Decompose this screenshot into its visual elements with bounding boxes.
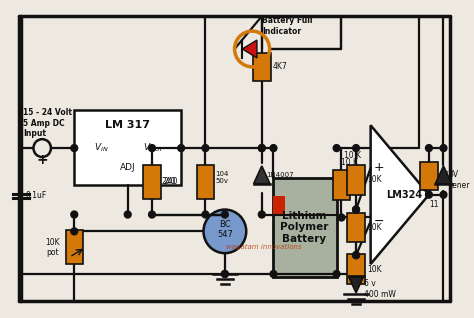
Text: 240: 240 <box>164 177 178 186</box>
Polygon shape <box>242 40 257 58</box>
Text: 104
50v: 104 50v <box>215 171 228 184</box>
Circle shape <box>338 214 345 221</box>
FancyBboxPatch shape <box>273 196 285 213</box>
Circle shape <box>124 211 131 218</box>
Text: LM324: LM324 <box>387 190 423 200</box>
Circle shape <box>333 271 340 278</box>
Circle shape <box>221 211 228 218</box>
Text: 10 K: 10 K <box>345 150 361 160</box>
Text: 10K: 10K <box>367 175 382 184</box>
FancyBboxPatch shape <box>253 53 271 81</box>
Text: 4: 4 <box>429 183 434 192</box>
Text: 1N4007: 1N4007 <box>267 172 294 178</box>
FancyBboxPatch shape <box>347 212 365 242</box>
Circle shape <box>353 252 359 259</box>
Circle shape <box>270 271 277 278</box>
FancyBboxPatch shape <box>347 254 365 284</box>
Circle shape <box>353 252 359 259</box>
Circle shape <box>202 211 209 218</box>
Circle shape <box>333 145 340 152</box>
Text: BC
547: BC 547 <box>217 220 233 239</box>
Text: 10K: 10K <box>367 223 382 232</box>
Text: 10 K: 10 K <box>341 158 358 168</box>
Text: 4K7: 4K7 <box>273 62 287 71</box>
Text: 1K: 1K <box>439 171 449 180</box>
Text: wagatam innovations: wagatam innovations <box>226 244 301 250</box>
Circle shape <box>353 206 359 213</box>
FancyBboxPatch shape <box>273 178 337 277</box>
Text: +: + <box>36 153 48 167</box>
Circle shape <box>426 191 432 198</box>
Circle shape <box>203 210 246 253</box>
Text: Lithium
Polymer
Battery: Lithium Polymer Battery <box>280 211 329 244</box>
Text: $V_{IN}$: $V_{IN}$ <box>94 142 109 154</box>
Polygon shape <box>254 166 270 184</box>
FancyBboxPatch shape <box>197 165 214 199</box>
FancyBboxPatch shape <box>65 230 83 264</box>
Circle shape <box>258 145 265 152</box>
Circle shape <box>221 271 228 278</box>
Text: ADJ: ADJ <box>120 163 136 172</box>
Polygon shape <box>435 166 452 184</box>
Text: LM 317: LM 317 <box>105 120 150 130</box>
Circle shape <box>71 211 78 218</box>
Circle shape <box>258 145 265 152</box>
FancyBboxPatch shape <box>347 165 365 195</box>
Polygon shape <box>371 125 429 264</box>
Text: 240: 240 <box>162 177 176 186</box>
Circle shape <box>71 228 78 235</box>
Text: 10K
pot: 10K pot <box>46 238 60 257</box>
Polygon shape <box>348 276 364 293</box>
Text: 15 - 24 Volt
5 Amp DC
Input: 15 - 24 Volt 5 Amp DC Input <box>23 108 72 138</box>
Circle shape <box>353 145 359 152</box>
Text: 3V
zener: 3V zener <box>448 170 470 190</box>
Text: $V_{OUT}$: $V_{OUT}$ <box>143 142 165 154</box>
FancyBboxPatch shape <box>333 170 350 200</box>
Circle shape <box>258 211 265 218</box>
Text: −: − <box>374 215 384 228</box>
Circle shape <box>71 145 78 152</box>
Text: +: + <box>374 162 384 174</box>
Circle shape <box>148 211 155 218</box>
Circle shape <box>440 145 447 152</box>
FancyBboxPatch shape <box>143 165 161 199</box>
Circle shape <box>353 206 359 213</box>
Circle shape <box>426 145 432 152</box>
Text: 0.1uF: 0.1uF <box>26 191 47 200</box>
Circle shape <box>148 145 155 152</box>
Circle shape <box>270 145 277 152</box>
Text: 6 v
400 mW: 6 v 400 mW <box>364 279 396 299</box>
Text: 10K: 10K <box>367 265 382 273</box>
Circle shape <box>178 145 184 152</box>
Text: Battery Full
Indicator: Battery Full Indicator <box>262 16 312 36</box>
Circle shape <box>221 271 228 278</box>
Circle shape <box>440 191 447 198</box>
FancyBboxPatch shape <box>74 110 181 185</box>
Circle shape <box>202 145 209 152</box>
FancyBboxPatch shape <box>420 162 438 190</box>
Text: 11: 11 <box>429 200 438 209</box>
